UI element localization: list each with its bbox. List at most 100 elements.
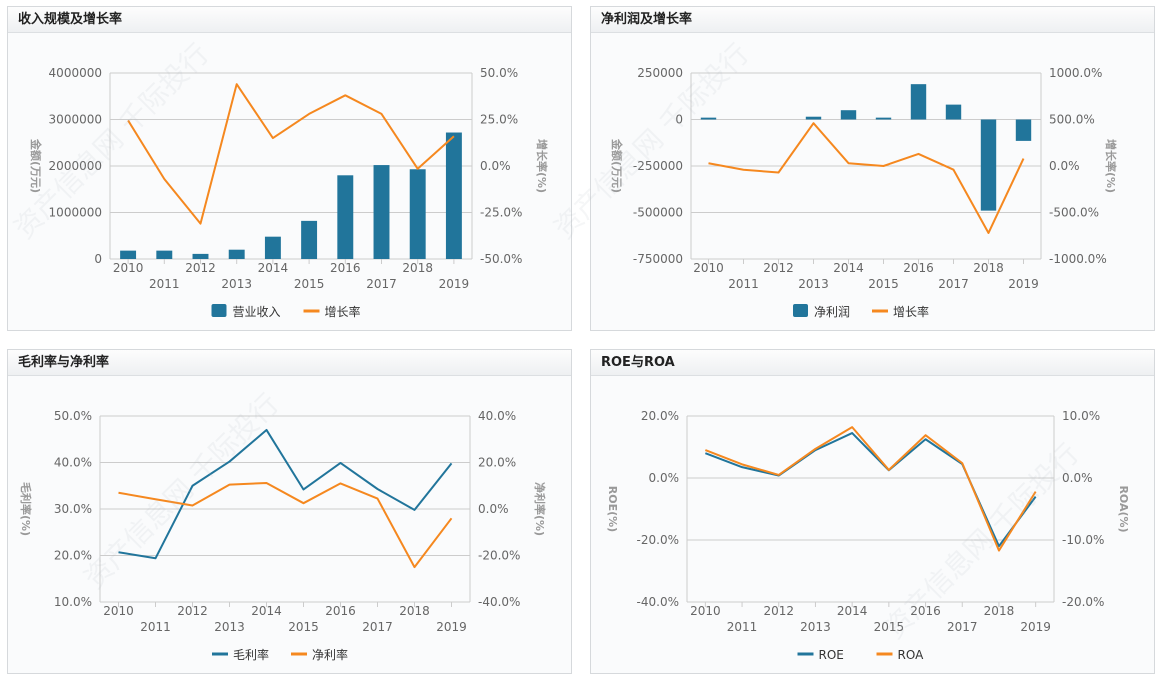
bar — [910, 84, 927, 120]
y-tick-label: -20.0% — [637, 533, 679, 547]
bar — [840, 110, 857, 120]
bar — [192, 253, 209, 259]
x-tick-label: 2011 — [727, 620, 758, 634]
y-tick-label: 4000000 — [49, 66, 102, 80]
y2-tick-label: 25.0% — [480, 113, 518, 127]
x-tick-label: 2011 — [728, 277, 759, 291]
bar — [120, 250, 137, 259]
bar — [301, 220, 318, 259]
series-line — [704, 426, 1037, 552]
bar — [875, 117, 892, 120]
panel-title: 毛利率与净利率 — [8, 350, 571, 376]
x-tick-label: 2011 — [149, 277, 180, 291]
y-axis-title: ROE(%) — [606, 486, 619, 532]
y-tick-label: 0 — [675, 113, 683, 127]
legend-label: 净利润 — [814, 305, 850, 319]
y-tick-label: 50.0% — [54, 409, 92, 423]
x-tick-label: 2012 — [185, 261, 216, 275]
y2-tick-label: 0.0% — [1049, 159, 1080, 173]
y-axis-title: 金额(万元) — [610, 138, 624, 193]
bar — [805, 116, 822, 120]
x-tick-label: 2019 — [1020, 620, 1051, 634]
y-tick-label: -40.0% — [637, 595, 679, 609]
x-tick-label: 2017 — [362, 620, 393, 634]
y2-tick-label: 0.0% — [478, 502, 509, 516]
bar — [409, 169, 426, 259]
y-tick-label: 250000 — [637, 66, 683, 80]
y2-tick-label: -20.0% — [1062, 595, 1104, 609]
legend-label: ROA — [898, 648, 925, 662]
y-tick-label: 1000000 — [49, 206, 102, 220]
x-tick-label: 2012 — [763, 604, 794, 618]
x-tick-label: 2017 — [366, 277, 397, 291]
y-tick-label: 30.0% — [54, 502, 92, 516]
panel-revenue: 收入规模及增长率 — [7, 6, 572, 331]
x-tick-label: 2012 — [177, 604, 208, 618]
x-tick-label: 2011 — [140, 620, 171, 634]
y-tick-label: 20.0% — [54, 549, 92, 563]
panel-margins: 毛利率与净利率 — [7, 349, 572, 674]
y-tick-label: 0 — [94, 252, 102, 266]
panel-roe-roa: ROE与ROA — [590, 349, 1155, 674]
panel-net-profit: 净利润及增长率 — [590, 6, 1155, 331]
bar — [373, 165, 390, 259]
x-tick-label: 2019 — [436, 620, 467, 634]
x-tick-label: 2015 — [294, 277, 325, 291]
panel-title: ROE与ROA — [591, 350, 1154, 376]
y2-tick-label: -40.0% — [478, 595, 520, 609]
x-tick-label: 2013 — [214, 620, 245, 634]
x-tick-label: 2017 — [938, 277, 969, 291]
y2-tick-label: 10.0% — [1062, 409, 1100, 423]
y2-tick-label: 500.0% — [1049, 113, 1095, 127]
y2-tick-label: 0.0% — [1062, 471, 1093, 485]
y-tick-label: 2000000 — [49, 159, 102, 173]
x-tick-label: 2018 — [973, 261, 1004, 275]
x-tick-label: 2015 — [874, 620, 905, 634]
legend-label: 增长率 — [325, 304, 361, 319]
x-tick-label: 2014 — [251, 604, 282, 618]
panel-title: 净利润及增长率 — [591, 7, 1154, 33]
y-tick-label: -500000 — [633, 206, 683, 220]
x-tick-label: 2010 — [690, 604, 721, 618]
bar — [945, 104, 962, 120]
y2-axis-title: 净利率(%) — [533, 482, 547, 536]
series-line — [127, 83, 455, 225]
x-tick-label: 2014 — [837, 604, 868, 618]
x-tick-label: 2016 — [910, 604, 941, 618]
x-tick-label: 2010 — [693, 261, 724, 275]
y2-tick-label: -500.0% — [1049, 206, 1099, 220]
legend-label: 营业收入 — [233, 305, 281, 319]
x-tick-label: 2015 — [288, 620, 319, 634]
x-tick-label: 2019 — [439, 277, 470, 291]
y2-tick-label: 50.0% — [480, 66, 518, 80]
y2-tick-label: 1000.0% — [1049, 66, 1102, 80]
x-tick-label: 2018 — [402, 261, 433, 275]
legend-label: 毛利率 — [233, 647, 269, 662]
y-axis-title: 毛利率(%) — [19, 482, 33, 536]
x-tick-label: 2016 — [903, 261, 934, 275]
x-tick-label: 2012 — [763, 261, 794, 275]
y2-axis-title: 增长率(%) — [1104, 139, 1118, 193]
y-tick-label: 3000000 — [49, 113, 102, 127]
x-tick-label: 2013 — [221, 277, 252, 291]
y-tick-label: 20.0% — [641, 409, 679, 423]
y2-axis-title: 增长率(%) — [535, 139, 549, 193]
x-tick-label: 2016 — [330, 261, 361, 275]
y2-tick-label: -10.0% — [1062, 533, 1104, 547]
y2-tick-label: 20.0% — [478, 456, 516, 470]
y-tick-label: 40.0% — [54, 456, 92, 470]
y-tick-label: -250000 — [633, 159, 683, 173]
series-line — [708, 122, 1025, 234]
panel-title: 收入规模及增长率 — [8, 7, 571, 33]
x-tick-label: 2019 — [1008, 277, 1039, 291]
y2-tick-label: 40.0% — [478, 409, 516, 423]
y-tick-label: -750000 — [633, 252, 683, 266]
y2-tick-label: -50.0% — [480, 252, 522, 266]
x-tick-label: 2013 — [798, 277, 829, 291]
y2-axis-title: ROA(%) — [1117, 485, 1130, 532]
x-tick-label: 2018 — [399, 604, 430, 618]
bar — [700, 117, 717, 120]
bar — [228, 249, 245, 259]
y2-tick-label: -25.0% — [480, 206, 522, 220]
